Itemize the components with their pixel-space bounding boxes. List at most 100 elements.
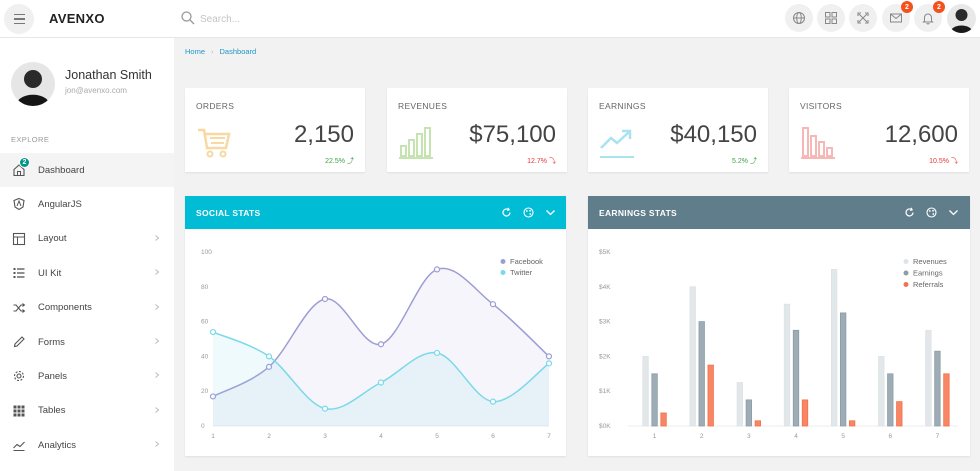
y-tick-label: 20	[201, 388, 209, 395]
x-tick-label: 6	[491, 433, 495, 440]
sidebar-item-angularjs[interactable]: AngularJS	[0, 187, 174, 221]
x-tick-label: 1	[653, 433, 657, 440]
bar-revenues	[925, 329, 932, 427]
stat-change-value: 5.2%	[732, 157, 748, 165]
earnings-stats-panel: EARNINGS STATS $0K $1K $2K $3K $4K $5K 1 2 3 4 5 6 7…	[588, 196, 970, 456]
data-point-facebook	[321, 295, 329, 303]
hamburger-menu-icon[interactable]	[4, 4, 34, 34]
arrow-up-icon: ⤴	[750, 158, 757, 165]
sidebar-item-ui-kit[interactable]: UI Kit	[0, 256, 174, 290]
bar-revenues	[878, 356, 885, 427]
apps-icon	[825, 12, 837, 24]
bar-referrals	[660, 412, 667, 427]
arrow-down-icon: ⤵	[549, 158, 556, 165]
stat-value: $75,100	[469, 121, 556, 148]
refresh-icon[interactable]	[904, 207, 915, 218]
brand-logo[interactable]: AVENXO	[49, 11, 105, 26]
stat-title: VISITORS	[800, 101, 842, 111]
breadcrumb-current[interactable]: Dashboard	[219, 47, 257, 56]
stat-card-orders: ORDERS 2,150 22.5% ⤴	[185, 88, 365, 172]
chevron-down-icon[interactable]	[948, 207, 959, 218]
bar-earnings	[839, 312, 847, 427]
bar-earnings	[745, 399, 753, 427]
bar-referrals	[943, 373, 950, 427]
earnings-stats-chart: $0K $1K $2K $3K $4K $5K 1 2 3 4 5 6 7 Revenues Earning…	[599, 249, 958, 440]
y-tick-label: $0K	[599, 423, 611, 430]
legend-marker	[500, 259, 506, 264]
sidebar-item-tables[interactable]: Tables	[0, 394, 174, 428]
bar-referrals	[896, 401, 903, 427]
stat-change-value: 12.7%	[527, 157, 547, 165]
sidebar-item-label: Tables	[38, 405, 66, 417]
bar-chart-icon	[399, 127, 433, 159]
legend-label: Referrals	[913, 280, 944, 289]
notifications-button[interactable]: 2	[914, 1, 945, 32]
chevron-right-icon	[155, 406, 160, 413]
profile-avatar[interactable]	[11, 62, 55, 106]
globe-button[interactable]	[785, 4, 813, 32]
chevron-right-icon	[155, 441, 160, 448]
bar-revenues	[689, 286, 696, 427]
x-tick-label: 7	[547, 433, 551, 440]
bar-earnings	[887, 373, 894, 427]
bar-referrals	[707, 364, 714, 427]
social-stats-panel: SOCIAL STATS 0 20 40 60 80 100 1 2 3 4 5 6 7 Facebook…	[185, 196, 566, 456]
sidebar-item-analytics[interactable]: Analytics	[0, 428, 174, 462]
social-stats-chart: 0 20 40 60 80 100 1 2 3 4 5 6 7 Facebook Twitter	[201, 249, 553, 440]
bar-earnings	[934, 350, 941, 427]
x-tick-label: 4	[794, 433, 798, 440]
data-point-twitter	[377, 379, 385, 386]
data-point-twitter	[545, 360, 553, 367]
chevron-right-icon	[155, 269, 160, 276]
user-avatar[interactable]	[947, 4, 976, 33]
panel-title: SOCIAL STATS	[196, 208, 261, 218]
chevron-right-icon	[155, 338, 160, 344]
stat-title: REVENUES	[398, 101, 448, 111]
dashboard-badge: 2	[19, 157, 30, 168]
panel-header: SOCIAL STATS	[185, 196, 566, 229]
grid-icon	[13, 405, 25, 417]
stat-value: $40,150	[670, 121, 757, 148]
sidebar-item-label: Panels	[38, 371, 68, 383]
sidebar-item-dashboard[interactable]: 2 Dashboard	[0, 153, 174, 188]
data-point-facebook	[545, 353, 553, 360]
stat-card-visitors: VISITORS 12,600 10.5% ⤵	[789, 88, 969, 172]
y-tick-label: $1K	[599, 388, 611, 395]
nav-section-title: EXPLORE	[11, 135, 50, 144]
search-input[interactable]	[200, 9, 460, 29]
layout-icon	[12, 232, 26, 245]
palette-icon[interactable]	[926, 207, 937, 218]
stat-value: 12,600	[884, 121, 958, 148]
legend-marker	[903, 282, 909, 287]
mail-button[interactable]: 2	[882, 1, 913, 32]
chevron-down-icon[interactable]	[545, 207, 556, 218]
trend-icon	[13, 441, 25, 452]
arrow-down-icon: ⤵	[951, 158, 958, 165]
sidebar-item-label: Layout	[38, 233, 67, 245]
chevron-right-icon	[155, 303, 160, 310]
data-point-twitter	[433, 349, 441, 357]
panel-title: EARNINGS STATS	[599, 208, 678, 218]
bar-earnings	[651, 373, 658, 427]
sidebar-item-forms[interactable]: Forms	[0, 325, 174, 359]
x-tick-label: 6	[888, 433, 892, 440]
sidebar-item-label: Dashboard	[38, 164, 85, 176]
stat-change-value: 10.5%	[929, 157, 949, 165]
sidebar-item-panels[interactable]: Panels	[0, 359, 174, 393]
profile-email: jon@avenxo.com	[65, 86, 127, 95]
fullscreen-button[interactable]	[849, 4, 877, 32]
chevron-right-icon	[155, 372, 160, 379]
sidebar-item-layout[interactable]: Layout	[0, 222, 174, 256]
x-tick-label: 1	[211, 433, 215, 440]
sidebar-item-label: Forms	[38, 336, 65, 348]
stat-change: 10.5% ⤵	[929, 156, 958, 166]
sidebar-item-components[interactable]: Components	[0, 291, 174, 325]
data-point-twitter	[321, 405, 329, 412]
refresh-icon[interactable]	[501, 207, 512, 218]
sidebar-item-label: Components	[38, 302, 92, 314]
apps-button[interactable]	[817, 4, 845, 32]
legend-label: Twitter	[510, 268, 533, 277]
breadcrumb-home[interactable]: Home	[185, 47, 206, 56]
palette-icon[interactable]	[523, 207, 534, 218]
stat-card-revenues: REVENUES $75,100 12.7% ⤵	[387, 88, 567, 172]
